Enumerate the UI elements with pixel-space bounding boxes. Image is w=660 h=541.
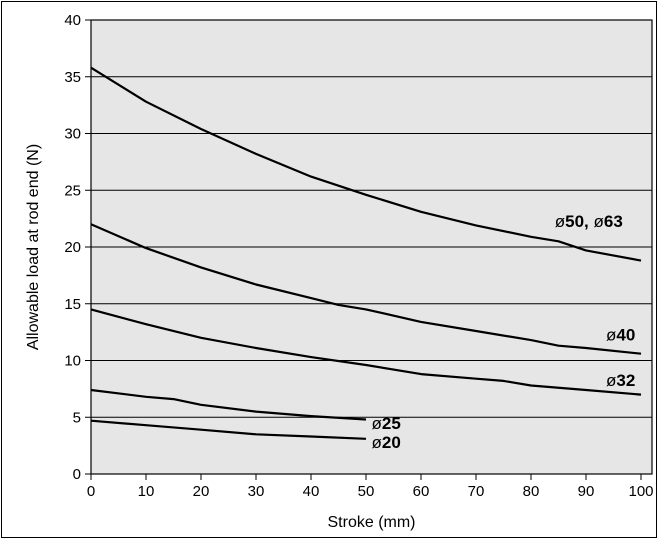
y-tick-label: 20 — [64, 239, 81, 256]
x-tick-label: 0 — [87, 483, 95, 500]
x-tick-label: 40 — [303, 483, 320, 500]
y-tick-label: 40 — [64, 12, 81, 29]
series-label: ø32 — [606, 371, 635, 390]
series-line — [90, 419, 367, 440]
x-tick-label: 60 — [413, 483, 430, 500]
x-tick-label: 70 — [468, 483, 485, 500]
x-axis-label: Stroke (mm) — [328, 514, 416, 531]
x-tick-label: 100 — [628, 483, 653, 500]
y-axis-ticks: 0 5 10 15 20 25 30 35 40 — [64, 12, 91, 483]
x-tick-label: 50 — [358, 483, 375, 500]
series-lines — [90, 66, 642, 440]
x-tick-label: 20 — [193, 483, 210, 500]
x-tick-label: 10 — [138, 483, 155, 500]
series-label: ø40 — [606, 325, 635, 344]
gridlines — [91, 19, 652, 418]
y-tick-label: 15 — [64, 296, 81, 313]
y-tick-label: 10 — [64, 353, 81, 370]
x-tick-label: 30 — [248, 483, 265, 500]
x-tick-label: 90 — [578, 483, 595, 500]
series-line — [90, 66, 642, 262]
series-label: ø50, ø63 — [555, 212, 623, 231]
y-tick-label: 30 — [64, 126, 81, 143]
x-axis-ticks: 0 10 20 30 40 50 60 70 80 90 100 — [87, 474, 654, 500]
x-tick-label: 80 — [523, 483, 540, 500]
series-label: ø20 — [372, 433, 401, 452]
y-tick-label: 25 — [64, 182, 81, 199]
series-line — [90, 223, 642, 355]
series-line — [90, 388, 367, 421]
y-axis-label: Allowable load at rod end (N) — [25, 144, 42, 350]
series-line — [90, 308, 642, 396]
y-tick-label: 0 — [73, 466, 81, 483]
series-label: ø25 — [372, 414, 401, 433]
y-tick-label: 5 — [73, 409, 81, 426]
y-tick-label: 35 — [64, 69, 81, 86]
